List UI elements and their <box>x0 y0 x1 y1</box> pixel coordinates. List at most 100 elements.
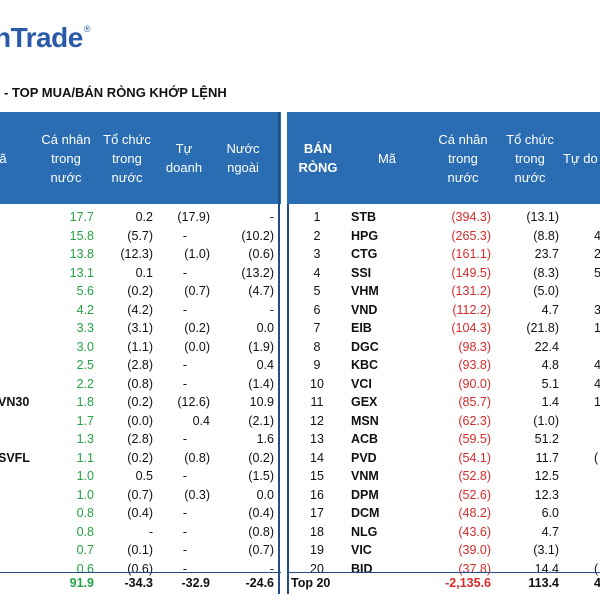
net-buy-table-header: ã Cá nhân trong nước Tổ chức trong nước Tự do… <box>0 112 281 204</box>
table-border <box>278 112 280 594</box>
row-institution: 51.2 <box>534 432 559 446</box>
row-institution: (5.7) <box>127 228 153 243</box>
table-border <box>287 112 289 594</box>
row-institution: (0.0) <box>127 413 153 428</box>
row-institution: (2.8) <box>127 358 153 372</box>
row-institution: (5.0) <box>533 284 559 298</box>
row-individual: 0.8 <box>76 506 94 520</box>
row-foreign: 10.9 <box>249 395 274 409</box>
row-institution: (4.2) <box>127 302 153 317</box>
row-proprietary: 4 <box>594 228 600 243</box>
table-row: 5.6 (0.2) (0.7) (4.7) <box>0 282 281 300</box>
row-proprietary <box>594 282 600 300</box>
table-row: 0.8 (0.4) - (0.4) <box>0 504 281 522</box>
total-individual: 91.9 <box>69 576 94 590</box>
table-row: VN30 1.8 (0.2) (12.6) 10.9 <box>0 393 281 411</box>
row-institution: (8.8) <box>533 228 559 243</box>
row-proprietary: 4 <box>594 376 600 391</box>
row-individual: (98.3) <box>458 339 491 354</box>
total-proprietary: 4 <box>594 576 600 590</box>
header-individual: Cá nhân trong nước <box>438 131 488 185</box>
row-proprietary: - <box>182 543 188 557</box>
row-individual: 15.8 <box>69 228 94 243</box>
row-institution: (2.8) <box>127 432 153 446</box>
header-code: ã <box>0 150 7 166</box>
row-proprietary <box>594 208 600 226</box>
row-ticker: MSN <box>351 413 379 428</box>
table-row: 10 VCI (90.0) 5.1 4 <box>287 375 600 393</box>
table-row: 8 DGC (98.3) 22.4 <box>287 338 600 356</box>
row-individual: (93.8) <box>458 358 491 372</box>
row-proprietary: 2 <box>594 247 600 261</box>
row-rank: 18 <box>310 524 324 539</box>
page-title: - TOP MUA/BÁN RÒNG KHỚP LỆNH <box>4 85 227 100</box>
row-proprietary: 1 <box>594 395 600 409</box>
row-ticker: VIC <box>351 543 372 557</box>
table-row: 13.1 0.1 - (13.2) <box>0 264 281 282</box>
table-row: 11 GEX (85.7) 1.4 1 <box>287 393 600 411</box>
row-foreign: 1.6 <box>256 432 274 446</box>
row-individual: 1.0 <box>76 469 94 483</box>
net-sell-table-header: BÁN RÒNG Mã Cá nhân trong nước Tổ chức trong… <box>287 112 600 204</box>
registered-mark: ® <box>83 24 91 34</box>
row-rank: 11 <box>310 395 324 409</box>
row-rank: 15 <box>310 469 324 483</box>
row-individual: 3.3 <box>76 321 94 335</box>
row-proprietary: (12.6) <box>177 395 210 409</box>
row-ticker <box>0 541 38 559</box>
row-ticker <box>0 208 38 226</box>
row-institution: 23.7 <box>534 247 559 261</box>
row-proprietary: 12 <box>594 321 600 335</box>
row-rank: 6 <box>313 302 321 317</box>
row-rank: 3 <box>313 247 321 261</box>
table-row: 9 KBC (93.8) 4.8 4 <box>287 356 600 374</box>
row-ticker <box>0 319 38 337</box>
row-individual: 0.8 <box>76 524 94 539</box>
row-proprietary <box>594 523 600 541</box>
table-row: 7 EIB (104.3) (21.8) 12 <box>287 319 600 337</box>
row-institution: 22.4 <box>534 339 559 354</box>
row-foreign: (13.2) <box>241 265 274 280</box>
row-ticker: VND <box>351 302 378 317</box>
row-ticker: DPM <box>351 487 379 502</box>
row-institution: (0.1) <box>127 543 153 557</box>
row-proprietary: (0.3) <box>184 487 210 502</box>
table-row: 0.7 (0.1) - (0.7) <box>0 541 281 559</box>
row-individual: 13.1 <box>69 265 94 280</box>
row-institution: (0.2) <box>127 450 153 465</box>
table-row: 13.8 (12.3) (1.0) (0.6) <box>0 245 281 263</box>
row-proprietary: ( <box>594 450 599 465</box>
row-foreign: (0.2) <box>248 450 274 465</box>
row-ticker <box>0 523 38 541</box>
row-proprietary: - <box>182 228 188 243</box>
table-row: 12 MSN (62.3) (1.0) <box>287 412 600 430</box>
row-proprietary: - <box>182 302 188 317</box>
row-proprietary: 3 <box>594 302 600 317</box>
row-foreign: (0.7) <box>248 543 274 557</box>
row-individual: (39.0) <box>458 543 491 557</box>
row-ticker: DCM <box>351 506 380 520</box>
row-ticker: VCI <box>351 376 372 391</box>
header-individual: Cá nhân trong nước <box>41 131 91 185</box>
table-row: 19 VIC (39.0) (3.1) <box>287 541 600 559</box>
row-foreign: (1.5) <box>248 469 274 483</box>
row-institution: 12.5 <box>534 469 559 483</box>
row-individual: 17.7 <box>69 210 94 224</box>
row-proprietary: - <box>182 376 188 391</box>
header-proprietary: Tự do <box>563 150 598 166</box>
row-foreign: (1.4) <box>248 376 274 391</box>
row-individual: 1.3 <box>76 432 94 446</box>
table-row: 3 CTG (161.1) 23.7 2 <box>287 245 600 263</box>
row-individual: 2.5 <box>76 358 94 372</box>
row-institution: 4.7 <box>541 302 559 317</box>
header-net-sell: BÁN RÒNG <box>298 141 338 175</box>
net-sell-table: BÁN RÒNG Mã Cá nhân trong nước Tổ chức trong… <box>287 112 600 594</box>
row-ticker: EIB <box>351 321 372 335</box>
row-individual: (85.7) <box>458 395 491 409</box>
row-ticker: GEX <box>351 395 378 409</box>
row-rank: 4 <box>313 265 321 280</box>
table-row: 16 DPM (52.6) 12.3 <box>287 486 600 504</box>
row-ticker <box>0 282 38 300</box>
row-foreign: (2.1) <box>248 413 274 428</box>
row-proprietary <box>594 338 600 356</box>
